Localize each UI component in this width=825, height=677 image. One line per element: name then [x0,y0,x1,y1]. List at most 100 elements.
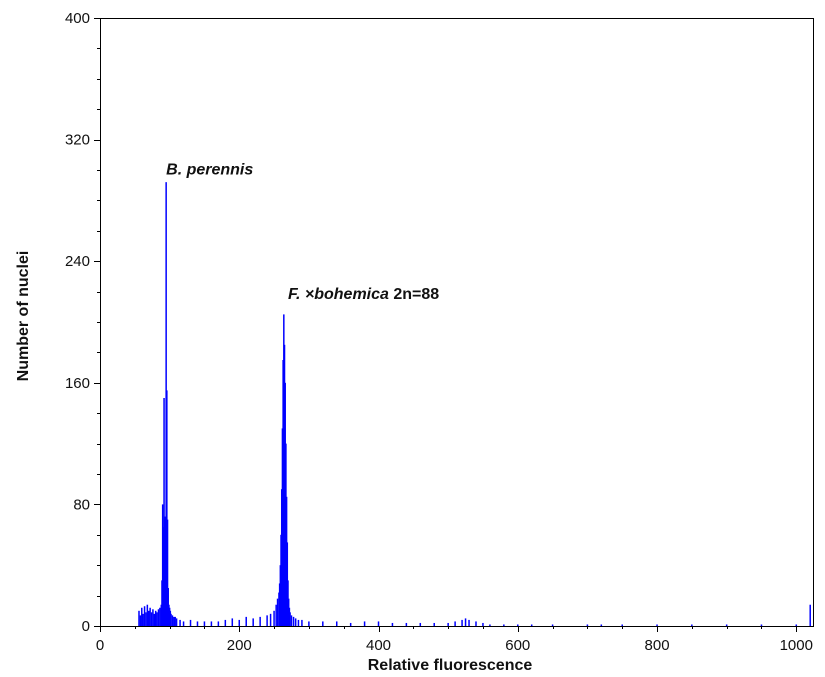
x-axis-ticks: 0 200 400 600 800 1000 [96,626,813,654]
histogram-bar [349,622,352,626]
peak-annotations: B. perennis F. ×bohemica 2n=88 [166,162,439,304]
histogram-bar [141,607,143,626]
x-tick-label: 1000 [780,637,813,654]
histogram-bar [294,618,297,626]
histogram-bar [266,615,268,626]
histogram-bar [138,610,140,626]
histogram-bar [475,621,477,626]
histogram-bar [196,621,199,626]
x-axis-title: Relative fluorescence [368,657,533,674]
histogram-bar [454,621,456,626]
histogram-bar [142,613,144,626]
histogram-bar [147,610,150,626]
histogram-bar [276,598,279,626]
histogram-bar [530,624,533,626]
x-tick-label: 200 [227,637,252,654]
y-tick-label: 80 [73,496,90,513]
histogram-bar [170,613,172,626]
histogram-bar [363,621,366,626]
histogram-bar [322,621,324,626]
histogram-bar [292,616,295,626]
histogram-bar [245,616,247,626]
histogram-bar [217,621,220,626]
histogram-bar [795,624,798,626]
histogram-bar [231,618,234,626]
histogram-bar [146,604,149,626]
histogram-bar [419,622,422,626]
histogram-bar [489,624,491,626]
histogram-bar [210,621,213,626]
histogram-bar [152,609,154,626]
histogram-bar [182,621,185,626]
histogram-bar [809,604,811,626]
x-tick-label: 400 [366,637,391,654]
histogram-bar [297,619,300,626]
histogram-bar [159,607,161,626]
histogram-bar [139,615,142,626]
histogram-bar [461,619,463,626]
histogram-bar [238,619,241,626]
histogram-bar [725,624,728,626]
y-tick-label: 320 [65,132,90,149]
y-tick-label: 400 [65,10,90,27]
histogram-bar [335,621,338,626]
histogram-bars [138,182,811,626]
histogram-bar [691,624,693,626]
peak-label: F. ×bohemica 2n=88 [288,286,439,303]
x-tick-label: 600 [505,637,530,654]
histogram-bar [273,610,275,626]
histogram-bar [174,616,176,626]
histogram-bar [447,622,449,626]
histogram-bar [377,621,380,626]
histogram-bar [464,618,467,626]
histogram-bar [621,624,623,626]
histogram-bar [171,615,174,626]
y-axis-ticks: 0 80 160 240 320 400 [65,10,100,635]
histogram-bar [156,612,158,626]
histogram-bar [252,618,254,626]
histogram-bar [482,622,484,626]
histogram-bar [760,624,763,626]
peak-label-part: B. perennis [166,162,253,179]
histogram-bar [189,619,192,626]
histogram-bar [600,624,603,626]
peak-label-part: F. ×bohemica [288,286,389,303]
histogram-bar [153,613,156,626]
histogram-bar [275,604,277,626]
histogram-bar [308,621,310,626]
y-tick-label: 160 [65,375,90,392]
histogram-bar [145,612,147,626]
histogram-bar [259,616,261,626]
histogram-bar [203,621,206,626]
x-tick-label: 800 [645,637,670,654]
histogram-bar [143,606,146,626]
histogram-bar [551,624,554,626]
histogram-bar [405,622,408,626]
histogram-bar [656,624,658,626]
histogram-bar [517,624,519,626]
histogram-bar [433,622,435,626]
peak-label-part: 2n=88 [389,286,439,303]
y-tick-label: 0 [82,618,90,635]
histogram-bar [149,607,151,626]
histogram-bar [269,613,272,626]
y-tick-label: 240 [65,253,90,270]
peak-label: B. perennis [166,162,253,179]
x-tick-label: 0 [96,637,104,654]
histogram-bar [166,390,168,626]
histogram-bar [301,619,303,626]
histogram-bar [290,615,293,626]
y-axis-title: Number of nuclei [15,251,32,382]
histogram-bar [586,624,589,626]
histogram-bar [173,616,175,626]
histogram-bar [150,612,153,626]
histogram-bar [179,619,181,626]
histogram-bar [154,610,157,626]
histogram-bar [289,612,291,626]
plot-frame [100,18,814,627]
histogram-bar [157,609,160,626]
histogram-bar [503,624,505,626]
histogram-bar [166,519,169,626]
histogram-bar [391,622,394,626]
